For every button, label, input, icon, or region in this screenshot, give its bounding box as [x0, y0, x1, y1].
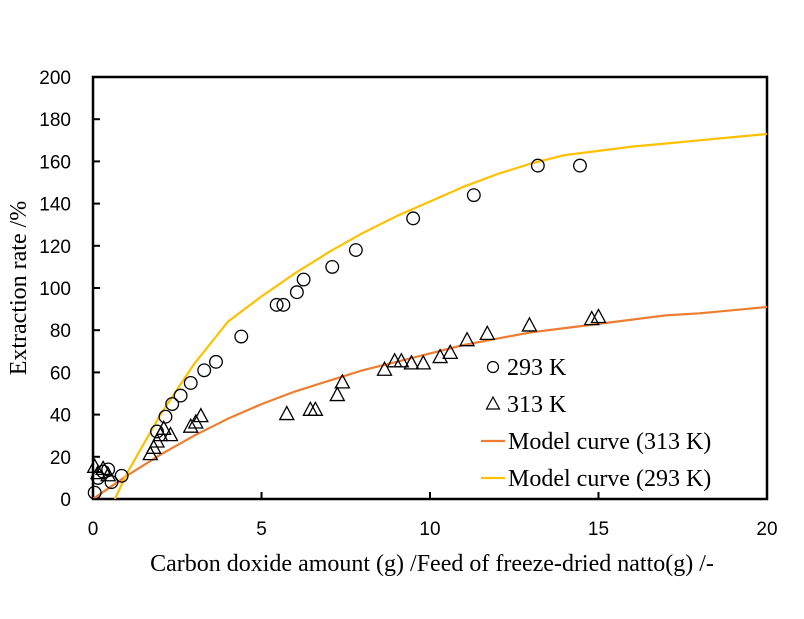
legend-item-313-k: 313 K [485, 392, 567, 418]
point-313-k [192, 407, 209, 423]
point-313-k [376, 360, 393, 376]
point-313-k [182, 417, 199, 433]
line-model-curve-313-k [93, 305, 767, 499]
point-293-k [325, 259, 340, 274]
point-313-k [458, 331, 476, 347]
point-293-k [276, 297, 291, 312]
point-313-k [393, 352, 410, 368]
y-tick-label: 60 [50, 363, 71, 384]
point-313-k [95, 460, 112, 476]
point-293-k [183, 376, 198, 390]
point-293-k [173, 388, 188, 403]
x-tick-label: 10 [419, 519, 440, 540]
y-tick-label: 100 [39, 279, 71, 300]
legend-label: Model curve (313 K) [508, 429, 711, 455]
point-313-k [432, 348, 449, 364]
point-293-k [348, 243, 363, 257]
y-tick-label: 40 [50, 406, 71, 427]
point-313-k [162, 426, 179, 442]
point-293-k [150, 424, 164, 439]
x-axis-title: Carbon doxide amount (g) /Feed of freeze… [150, 551, 714, 577]
point-313-k [278, 405, 295, 421]
y-tick-label: 160 [39, 152, 71, 173]
point-313-k [302, 400, 319, 416]
legend-label: Model curve (293 K) [508, 466, 711, 492]
point-313-k [479, 324, 496, 341]
point-313-k [329, 386, 346, 402]
point-293-k [101, 462, 116, 477]
y-tick-label: 200 [39, 68, 71, 89]
legend-item-293-k: 293 K [486, 355, 567, 381]
point-313-k [100, 466, 117, 482]
legend-label: 313 K [507, 392, 567, 418]
point-313-k [403, 354, 420, 370]
x-tick-label: 20 [756, 519, 777, 540]
point-293-k [209, 354, 223, 369]
legend-triangle-icon [485, 395, 501, 410]
point-313-k [442, 343, 459, 360]
point-293-k [573, 158, 587, 173]
point-313-k [89, 464, 107, 480]
point-293-k [234, 329, 249, 344]
point-313-k [415, 354, 432, 370]
point-313-k [590, 308, 607, 324]
y-tick-label: 0 [60, 490, 71, 511]
x-tick-label: 5 [256, 519, 267, 540]
point-293-k [530, 158, 545, 173]
point-293-k [296, 272, 311, 287]
y-tick-label: 20 [50, 448, 71, 469]
point-293-k [165, 397, 180, 412]
point-313-k [334, 373, 351, 389]
point-313-k [521, 316, 538, 332]
line-model-curve-293-k [113, 132, 767, 499]
series-layer [86, 132, 767, 500]
point-293-k [406, 211, 421, 226]
y-axis-title: Extraction rate /% [6, 201, 32, 376]
y-tick-label: 140 [39, 195, 71, 216]
legend: 293 K 313 K Model curve (313 K) Model curve… [481, 355, 711, 492]
point-293-k [114, 468, 129, 483]
point-293-k [87, 485, 102, 500]
point-313-k [155, 419, 172, 435]
x-tick-label: 0 [88, 519, 99, 540]
point-293-k [269, 297, 284, 312]
legend-label: 293 K [507, 355, 567, 381]
y-tick-label: 80 [50, 321, 71, 342]
y-tick-label: 180 [39, 110, 71, 131]
x-tick-label: 15 [588, 519, 609, 540]
point-313-k [583, 310, 600, 326]
legend-circle-icon [486, 360, 500, 374]
point-313-k [307, 400, 324, 416]
y-axis-ticks: 0 20 40 60 80 100 120 140 160 180 200 [39, 68, 100, 511]
point-293-k [197, 363, 212, 378]
point-293-k [104, 475, 119, 490]
point-293-k [289, 285, 304, 300]
y-tick-label: 120 [39, 237, 71, 258]
legend-item-model-curve-313-k: Model curve (313 K) [481, 429, 711, 455]
point-293-k [158, 409, 173, 424]
legend-item-model-curve-293-k: Model curve (293 K) [481, 466, 711, 492]
point-293-k [466, 188, 481, 203]
